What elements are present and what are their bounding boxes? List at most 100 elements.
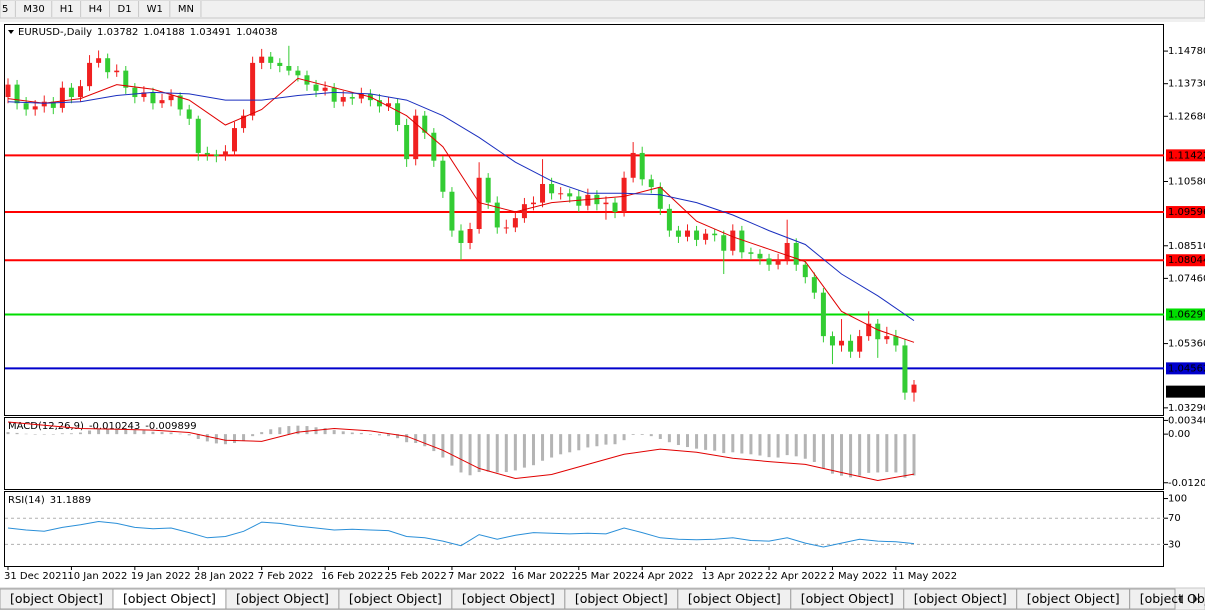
macd-panel (4, 417, 1164, 490)
candle-body (59, 87, 65, 108)
candle-body (476, 177, 482, 230)
macd-bar (6, 432, 10, 435)
macd-bar (840, 434, 844, 476)
macd-bar (541, 434, 545, 461)
price-label-box (1166, 308, 1205, 321)
candle-body (829, 336, 835, 346)
y-tick-label: -0.012051 (1168, 478, 1205, 489)
candle-body (77, 86, 83, 98)
macd-bar (151, 431, 155, 435)
candle-body (349, 97, 355, 99)
macd-bar (531, 434, 535, 466)
candle-body (213, 154, 219, 157)
candle-body (467, 229, 473, 243)
chart-header: 1.03491 (190, 27, 231, 38)
y-tick-label: 1.14780 (1168, 46, 1205, 57)
chart-header: 1.04038 (236, 27, 277, 38)
timeframe-button[interactable]: M30 (23, 4, 44, 15)
macd-bar (260, 432, 264, 435)
candle-body (422, 115, 428, 133)
tab-label[interactable]: [object Object] (1027, 591, 1120, 606)
tab-label[interactable]: [object Object] (914, 591, 1007, 606)
x-tick-label: 28 Jan 2022 (194, 571, 254, 582)
timeframe-button[interactable]: H1 (60, 4, 74, 15)
candle-body (576, 196, 582, 206)
macd-bar (522, 434, 526, 468)
macd-bar (785, 434, 789, 456)
tab-label[interactable]: [object Object] (575, 591, 668, 606)
macd-bar (604, 434, 608, 445)
timeframe-button[interactable]: MN (178, 4, 194, 15)
timeframe-button[interactable]: 5 (2, 4, 8, 15)
candle-body (621, 177, 627, 212)
price-label: 1.06297 (1168, 309, 1205, 320)
macd-bar (649, 434, 653, 437)
timeframe-button[interactable]: D1 (118, 4, 132, 15)
candle-body (902, 345, 908, 393)
macd-bar (658, 434, 662, 439)
candle-body (612, 202, 618, 212)
macd-bar (24, 433, 28, 435)
macd-bar (332, 430, 336, 435)
scroll-right[interactable] (1193, 594, 1198, 604)
macd-bar (42, 434, 46, 435)
macd-bar (269, 429, 273, 435)
y-tick-label: 70 (1168, 513, 1181, 524)
macd-bar (387, 434, 391, 437)
tab-label[interactable]: [object Object] (349, 591, 442, 606)
macd-bar (33, 434, 37, 435)
tab-label[interactable]: [object Object] (688, 591, 781, 606)
macd-bar (667, 434, 671, 443)
scroll-left[interactable] (1178, 594, 1183, 604)
indicator-header: RSI(14) (8, 495, 45, 506)
candle-body (820, 292, 826, 337)
macd-bar (740, 434, 744, 454)
candle-body (204, 152, 210, 155)
tab-label[interactable]: [object Object] (1140, 591, 1205, 606)
x-tick-label: 31 Dec 2021 (4, 571, 68, 582)
macd-bar (631, 434, 635, 435)
moving-average (7, 91, 915, 322)
y-tick-label: 100 (1168, 494, 1187, 505)
tab-label[interactable]: [object Object] (462, 591, 555, 606)
tab[interactable] (1129, 588, 1176, 610)
current-price-label: 1.04038 (1168, 387, 1205, 398)
candle-body (395, 103, 401, 125)
candle-body (857, 336, 863, 352)
candle-body (376, 100, 382, 107)
macd-bar (124, 428, 128, 435)
macd-bar (368, 434, 372, 435)
tab-label[interactable]: [object Object] (801, 591, 894, 606)
current-price-box (1166, 385, 1205, 398)
macd-bar (296, 425, 300, 435)
candle-body (413, 115, 419, 160)
macd-bar (613, 434, 617, 445)
price-label: 1.08044 (1168, 255, 1205, 266)
candle-body (866, 323, 872, 337)
candle-body (41, 101, 47, 107)
tab-label[interactable]: [object Object] (236, 591, 329, 606)
macd-bar (233, 434, 236, 444)
macd-bar (867, 434, 871, 473)
tab-label[interactable]: [object Object] (123, 591, 216, 606)
macd-bar (432, 434, 436, 452)
menu-arrow[interactable] (8, 30, 14, 34)
x-tick-label: 22 Apr 2022 (765, 571, 827, 582)
indicator-header: 31.1889 (50, 495, 91, 506)
macd-bar (894, 434, 898, 473)
candle-body (358, 93, 364, 99)
candle-body (893, 336, 899, 346)
candle-body (431, 132, 437, 161)
macd-bar (722, 434, 726, 454)
candle-body (657, 187, 663, 209)
macd-bar (731, 434, 735, 453)
tab-label[interactable]: [object Object] (10, 591, 103, 606)
macd-bar (115, 428, 119, 435)
macd-bar (97, 428, 101, 435)
timeframe-button[interactable]: H4 (89, 4, 103, 15)
timeframe-button[interactable]: W1 (147, 4, 163, 15)
x-tick-label: 4 Apr 2022 (638, 571, 693, 582)
macd-bar (305, 426, 309, 435)
candle-body (23, 103, 29, 110)
candle-body (540, 183, 546, 203)
